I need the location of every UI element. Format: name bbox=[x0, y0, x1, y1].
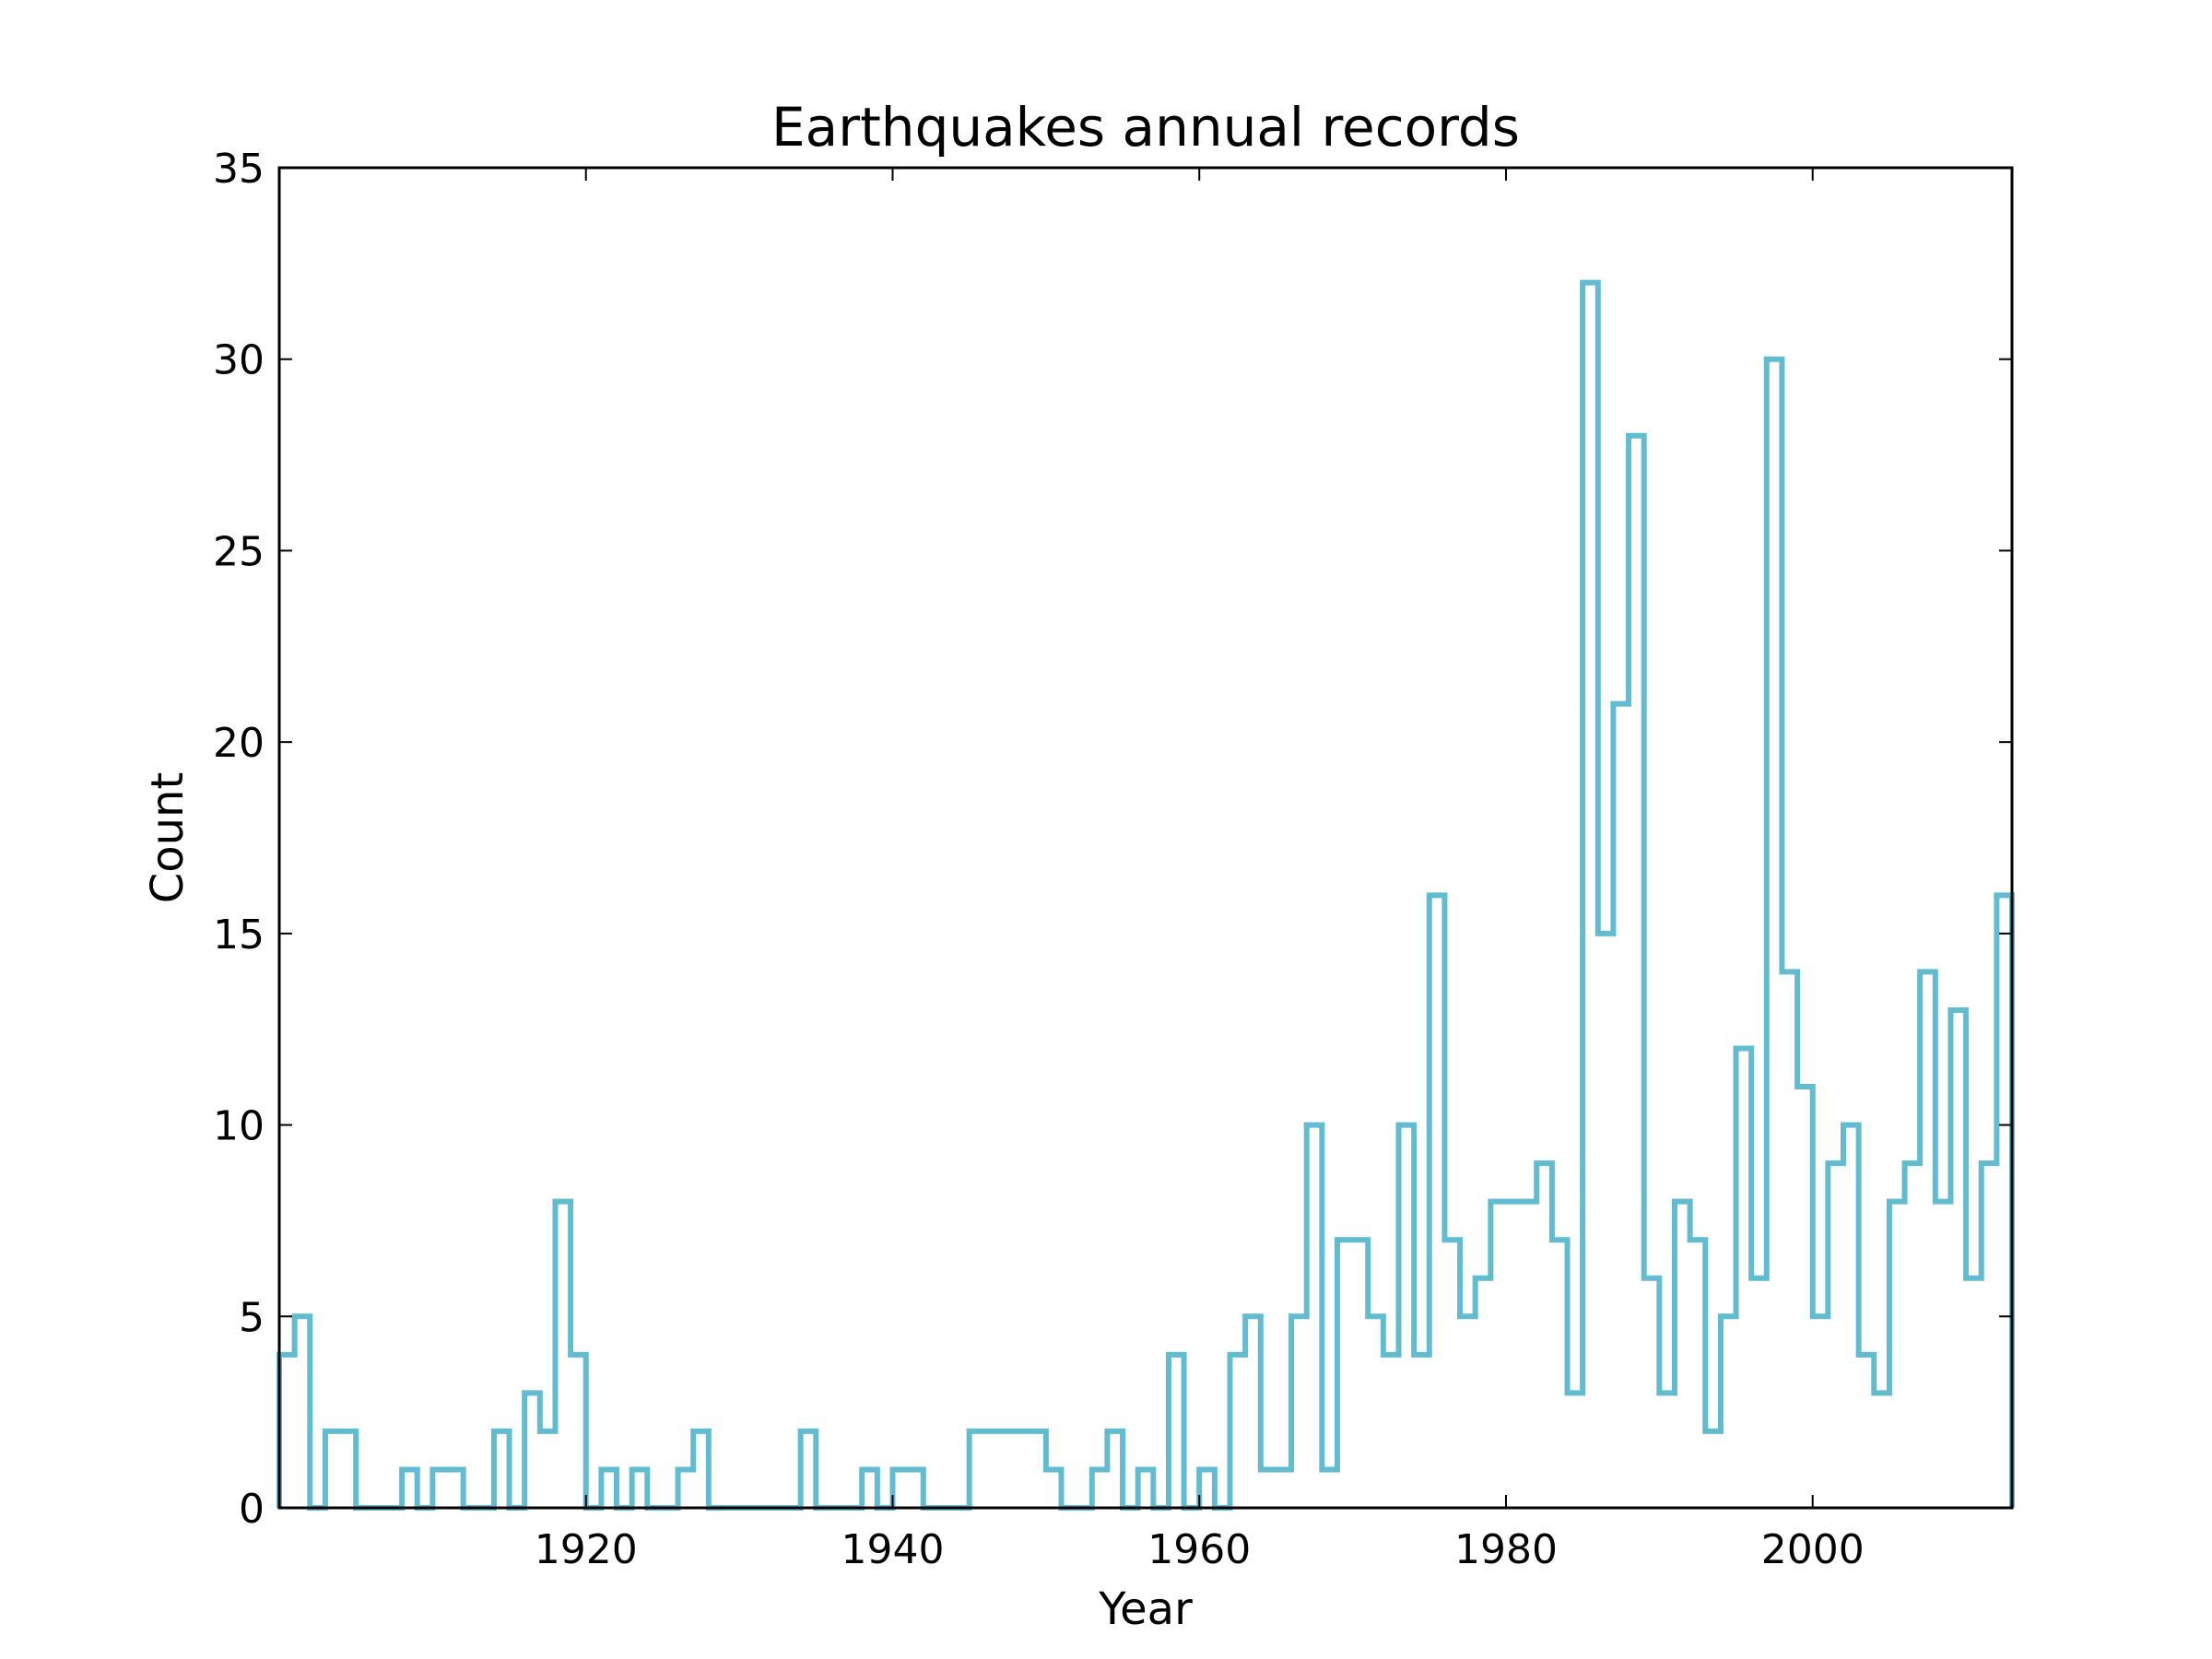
x-tick-label: 1960 bbox=[1147, 1526, 1251, 1573]
y-tick-label: 25 bbox=[213, 528, 265, 575]
x-axis-label: Year bbox=[1098, 1583, 1193, 1635]
y-tick-label: 5 bbox=[239, 1294, 265, 1341]
y-tick-label: 20 bbox=[213, 720, 265, 767]
y-tick-label: 35 bbox=[213, 146, 265, 193]
y-tick-label: 10 bbox=[213, 1103, 265, 1150]
y-axis-label: Count bbox=[142, 772, 194, 904]
step-histogram-line bbox=[276, 279, 2015, 1511]
series-layer bbox=[276, 279, 2015, 1511]
y-tick-label: 30 bbox=[213, 337, 265, 384]
y-tick-label: 15 bbox=[213, 912, 265, 959]
ticks-layer: 1920 1940 1960 1980 2000 0 5 10 15 20 25 30 35 bbox=[213, 146, 2012, 1573]
x-tick-label: 1940 bbox=[841, 1526, 944, 1573]
x-tick-label: 1920 bbox=[535, 1526, 638, 1573]
x-tick-label: 2000 bbox=[1761, 1526, 1865, 1573]
y-tick-label: 0 bbox=[239, 1486, 265, 1533]
chart-title: Earthquakes annual records bbox=[771, 96, 1520, 159]
plot-area-frame bbox=[277, 166, 2014, 1510]
x-tick-label: 1980 bbox=[1454, 1526, 1558, 1573]
